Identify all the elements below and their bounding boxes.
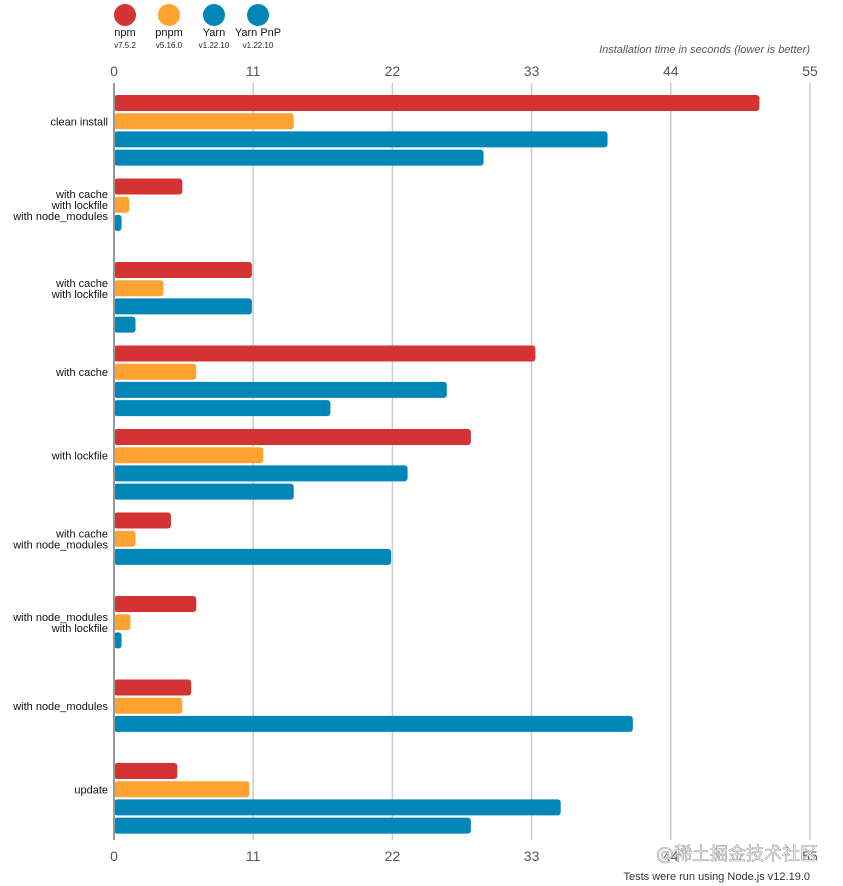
bar-pnpm xyxy=(114,363,197,380)
bar-npm xyxy=(114,512,171,529)
tick-label-bottom: 55 xyxy=(802,848,818,864)
category-label-line: with cache xyxy=(55,189,108,201)
bar-pnpm xyxy=(114,113,294,130)
tick-label-bottom: 22 xyxy=(385,848,401,864)
bar-yarn xyxy=(114,465,408,482)
bar-npm xyxy=(114,763,178,779)
category-label-line: with node_modules xyxy=(12,701,108,713)
legend-item-yarn: Yarn v1.22.10 xyxy=(199,4,230,50)
bar-yarn-pnp xyxy=(114,400,331,417)
bar-pnpm xyxy=(114,280,164,297)
category-label-line: with lockfile xyxy=(51,289,108,301)
tick-label-bottom: 44 xyxy=(663,848,679,864)
bar-yarn xyxy=(114,298,252,315)
bar-npm xyxy=(114,262,252,278)
tick-label-bottom: 33 xyxy=(524,848,540,864)
legend-label: Yarn xyxy=(203,27,225,39)
bar-yarn-pnp xyxy=(114,316,136,333)
category-label-line: with node_modules xyxy=(12,612,108,624)
bar-pnpm xyxy=(114,781,250,798)
bar-yarn-pnp xyxy=(114,483,294,500)
category-label-line: with cache xyxy=(55,528,108,540)
tick-label-top: 44 xyxy=(663,63,679,79)
tick-label-top: 22 xyxy=(385,63,401,79)
tick-label-top: 11 xyxy=(246,63,261,79)
legend-swatch-npm xyxy=(114,4,136,26)
ticks-bottom: 0 11 22 33 44 55 xyxy=(110,848,818,864)
category-label-line: with lockfile xyxy=(51,200,108,212)
category-label-line: clean install xyxy=(51,117,108,129)
tick-label-top: 33 xyxy=(524,63,540,79)
bar-yarn xyxy=(114,715,633,732)
bar-pnpm xyxy=(114,196,130,213)
tick-label-top: 0 xyxy=(110,63,118,79)
category-label-line: with lockfile xyxy=(51,451,108,463)
category-label-line: with cache xyxy=(55,367,108,379)
grid xyxy=(252,83,811,840)
tick-label-top: 55 xyxy=(802,63,818,79)
bar-yarn xyxy=(114,214,122,231)
legend-swatch-yarn xyxy=(203,4,225,26)
legend-item-pnpm: pnpm v5.16.0 xyxy=(155,4,183,50)
legend-label: pnpm xyxy=(155,27,183,39)
footnote: Tests were run using Node.js v12.19.0 xyxy=(624,871,811,883)
category-label-line: with cache xyxy=(55,278,108,290)
bar-npm xyxy=(114,596,197,612)
legend-item-npm: npm v7.5.2 xyxy=(114,4,136,50)
legend-version: v7.5.2 xyxy=(114,41,136,50)
bar-yarn xyxy=(114,632,122,649)
category-label-line: with lockfile xyxy=(51,623,108,635)
category-label: clean install xyxy=(51,117,108,129)
bar-yarn-pnp xyxy=(114,817,471,834)
tick-label-bottom: 11 xyxy=(246,848,261,864)
legend-swatch-yarn-pnp xyxy=(247,4,269,26)
category-label-line: with node_modules xyxy=(12,540,108,552)
category-label-line: update xyxy=(74,785,108,797)
category-label: with node_modules xyxy=(12,701,108,713)
category-label: with cache xyxy=(55,367,108,379)
bar-pnpm xyxy=(114,697,183,714)
legend-version: v1.22.10 xyxy=(243,41,274,50)
category-label: with lockfile xyxy=(51,451,108,463)
category-label-line: with node_modules xyxy=(12,211,108,223)
bar-npm xyxy=(114,679,192,696)
bars xyxy=(114,95,760,834)
watermark: @稀土掘金技术社区 xyxy=(656,844,818,865)
legend-version: v5.16.0 xyxy=(156,41,183,50)
axis-title: Installation time in seconds (lower is b… xyxy=(599,44,810,56)
legend-swatch-pnpm xyxy=(158,4,180,26)
bar-yarn xyxy=(114,131,608,148)
bar-yarn-pnp xyxy=(114,149,484,166)
bar-npm xyxy=(114,178,183,195)
category-label: update xyxy=(74,785,108,797)
bar-pnpm xyxy=(114,447,264,464)
bar-npm xyxy=(114,429,471,445)
bar-yarn xyxy=(114,799,561,816)
ticks-top: 0 11 22 33 44 55 xyxy=(110,63,818,79)
legend-label: Yarn PnP xyxy=(235,27,281,39)
bar-pnpm xyxy=(114,614,131,631)
bar-npm xyxy=(114,95,760,111)
legend-version: v1.22.10 xyxy=(199,41,230,50)
bar-yarn xyxy=(114,381,447,398)
legend-label: npm xyxy=(114,27,135,39)
bar-yarn xyxy=(114,548,392,565)
bar-npm xyxy=(114,345,536,362)
tick-label-bottom: 0 xyxy=(110,848,118,864)
bar-pnpm xyxy=(114,530,136,547)
legend-item-yarn-pnp: Yarn PnP v1.22.10 xyxy=(235,4,281,50)
